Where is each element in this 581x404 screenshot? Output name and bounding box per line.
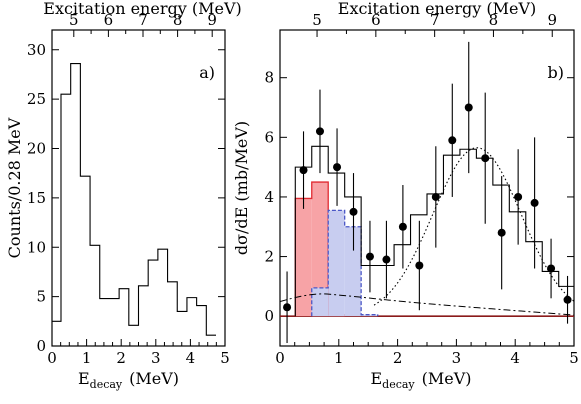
- y-tick-label: 30: [27, 41, 46, 59]
- x-tick-label: 5: [220, 349, 230, 367]
- x-tick-label: 2: [116, 349, 126, 367]
- x-axis-title-unit: (MeV): [129, 369, 179, 388]
- y-tick-label: 4: [264, 188, 274, 206]
- x-axis-title: Edecay (MeV): [78, 369, 179, 391]
- top-axis-title: Excitation energy (MeV): [43, 0, 241, 18]
- top-tick-label: 5: [312, 11, 322, 29]
- data-point: [299, 166, 308, 175]
- top-axis-title: Excitation energy (MeV): [338, 0, 536, 18]
- gaussian-component: [373, 147, 575, 306]
- x-axis-title-unit: (MeV): [422, 369, 472, 388]
- top-tick-label: 6: [371, 11, 381, 29]
- y-tick-label: 20: [27, 140, 46, 158]
- x-axis-title-sub: decay: [382, 378, 415, 391]
- x-tick-label: 0: [275, 349, 285, 367]
- y-tick-label: 25: [27, 90, 46, 108]
- x-tick-label: 0: [47, 349, 57, 367]
- data-point: [431, 192, 440, 201]
- y-tick-label: 8: [264, 69, 274, 87]
- red-component-bar: [295, 198, 312, 317]
- x-tick-label: 1: [334, 349, 344, 367]
- top-tick-label: 7: [430, 11, 440, 29]
- data-point: [365, 252, 374, 261]
- y-tick-label: 0: [36, 337, 46, 355]
- x-tick-label: 2: [393, 349, 403, 367]
- data-point: [497, 228, 506, 237]
- blue-component-bar: [328, 210, 345, 317]
- top-tick-label: 7: [138, 11, 148, 29]
- data-point: [415, 261, 424, 270]
- data-point: [481, 154, 490, 163]
- y-tick-label: 10: [27, 238, 46, 256]
- y-tick-label: 15: [27, 189, 46, 207]
- data-points: [283, 41, 572, 344]
- x-tick-label: 3: [452, 349, 462, 367]
- blue-component-bar: [311, 287, 329, 317]
- data-point: [382, 255, 391, 264]
- panel-label: a): [199, 63, 215, 82]
- top-tick-label: 5: [69, 11, 79, 29]
- y-tick-label: 2: [264, 248, 274, 266]
- top-tick-label: 6: [104, 11, 114, 29]
- x-axis-title-main: E: [78, 369, 90, 388]
- dashdot-component: [279, 293, 575, 316]
- data-point: [448, 136, 457, 145]
- data-point: [349, 207, 358, 216]
- blue-component-bar: [361, 314, 378, 317]
- blue-component-outline: [311, 209, 379, 317]
- y-tick-label: 6: [264, 128, 274, 146]
- data-point: [514, 192, 523, 201]
- data-point: [283, 303, 292, 312]
- top-tick-label: 8: [489, 11, 499, 29]
- x-tick-label: 1: [82, 349, 92, 367]
- data-point: [530, 198, 539, 207]
- y-axis-title: dσ/dE (mb/MeV): [232, 121, 251, 255]
- data-point: [333, 163, 342, 172]
- blue-component-bar: [344, 226, 362, 317]
- top-tick-label: 9: [207, 11, 217, 29]
- x-tick-label: 5: [569, 349, 579, 367]
- y-tick-label: 0: [264, 307, 274, 325]
- x-axis-title-sub: decay: [90, 378, 123, 391]
- top-tick-label: 9: [547, 11, 557, 29]
- counts-histogram: [52, 63, 217, 336]
- x-tick-label: 4: [510, 349, 520, 367]
- panel-label: b): [548, 63, 564, 82]
- data-point: [398, 222, 407, 231]
- data-point: [315, 127, 324, 136]
- data-point: [547, 264, 556, 273]
- data-point: [464, 103, 473, 112]
- blue-component-group: [311, 209, 379, 317]
- y-tick-label: 5: [36, 288, 46, 306]
- x-axis-title: Edecay (MeV): [370, 369, 471, 391]
- x-tick-label: 3: [151, 349, 161, 367]
- y-axis-title: Counts/0.28 MeV: [5, 117, 24, 258]
- red-component-bar: [311, 182, 329, 317]
- data-point: [563, 295, 572, 304]
- top-tick-label: 8: [173, 11, 183, 29]
- x-axis-title-main: E: [370, 369, 382, 388]
- panel-a: 0 1 2 3 4 5 5 6 7 8 9 0 5 10 15 20 25 30 Excitation energy…: [5, 0, 242, 391]
- x-tick-label: 4: [186, 349, 196, 367]
